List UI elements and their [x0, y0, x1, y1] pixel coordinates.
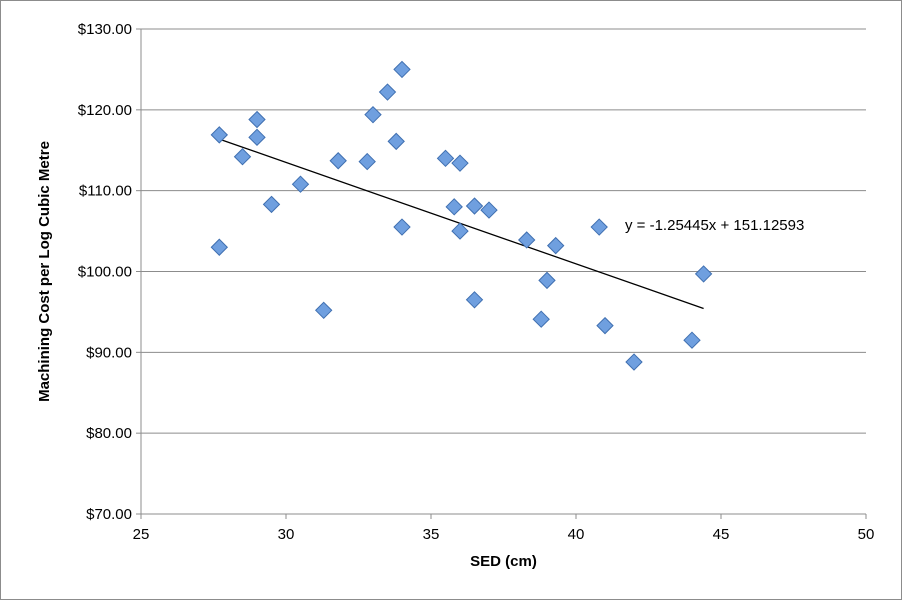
- trendline-equation: y = -1.25445x + 151.12593: [625, 217, 804, 234]
- trendline: [219, 138, 704, 310]
- x-tick-label-1: 30: [278, 526, 295, 543]
- data-point-19: [465, 197, 484, 215]
- data-point-20: [465, 291, 484, 309]
- data-point-11: [378, 83, 397, 101]
- x-tick-label-5: 50: [858, 526, 875, 543]
- data-point-15: [436, 149, 455, 168]
- data-point-25: [546, 236, 565, 255]
- data-point-3: [248, 110, 266, 129]
- data-point-21: [480, 201, 498, 219]
- data-point-30: [694, 265, 713, 283]
- data-point-7: [314, 301, 333, 320]
- gridlines: [141, 28, 866, 434]
- y-axis-title: Machining Cost per Log Cubic Metre: [36, 141, 53, 402]
- data-point-24: [538, 271, 556, 290]
- data-point-0: [210, 126, 229, 144]
- data-point-5: [262, 195, 281, 214]
- x-axis-title: SED (cm): [470, 553, 537, 570]
- x-tick-label-2: 35: [423, 526, 440, 543]
- data-point-12: [387, 132, 405, 151]
- data-point-27: [596, 316, 614, 335]
- x-tick-label-0: 25: [133, 526, 150, 543]
- y-tick-labels: $70.00 $80.00 $90.00 $100.00 $110.00 $120.00 $…: [78, 21, 132, 523]
- x-tick-label-3: 40: [568, 526, 585, 543]
- data-point-9: [358, 152, 376, 171]
- y-tick-label-2: $90.00: [86, 344, 132, 361]
- data-point-14: [393, 218, 411, 236]
- data-point-26: [590, 218, 608, 236]
- x-tick-labels: 25 30 35 40 45 50: [133, 526, 875, 543]
- axes: [136, 28, 867, 519]
- y-tick-label-4: $110.00: [79, 183, 132, 200]
- data-point-8: [329, 152, 347, 170]
- data-point-23: [532, 310, 550, 328]
- y-tick-label-0: $70.00: [86, 506, 132, 523]
- data-points: [210, 60, 713, 371]
- data-point-4: [248, 128, 266, 147]
- y-tick-label-1: $80.00: [86, 425, 132, 442]
- data-point-28: [625, 353, 643, 371]
- data-point-1: [210, 238, 229, 256]
- data-point-10: [364, 105, 382, 124]
- data-point-17: [451, 154, 469, 172]
- data-point-2: [233, 148, 252, 166]
- trendline-group: [219, 138, 704, 310]
- data-point-6: [291, 175, 310, 193]
- data-point-29: [683, 331, 701, 349]
- y-tick-label-3: $100.00: [78, 264, 132, 281]
- y-tick-label-6: $130.00: [78, 21, 132, 38]
- data-point-18: [451, 222, 469, 240]
- x-tick-label-4: 45: [713, 526, 730, 543]
- data-point-16: [445, 198, 463, 216]
- data-point-13: [393, 60, 411, 79]
- y-tick-label-5: $120.00: [78, 102, 132, 119]
- data-point-22: [517, 231, 536, 249]
